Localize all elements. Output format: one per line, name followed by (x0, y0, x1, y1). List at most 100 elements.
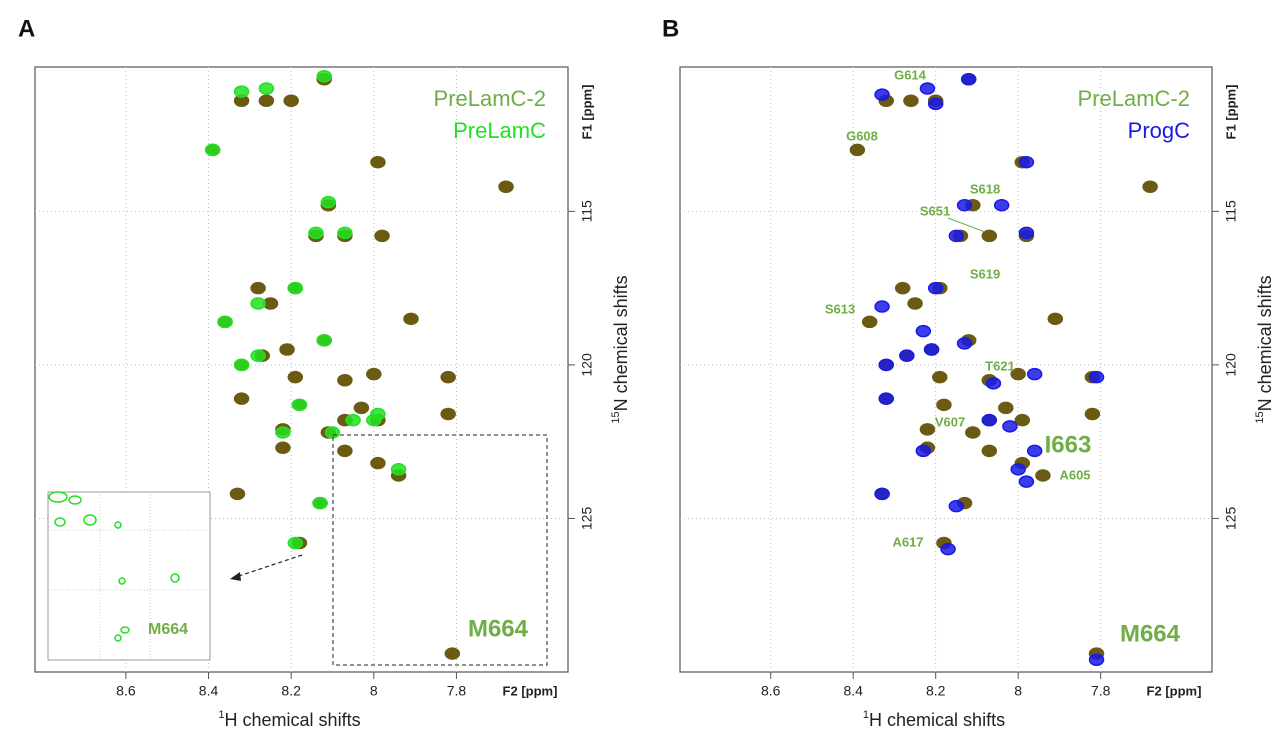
peak (204, 143, 221, 157)
y-tick-label: 115 (579, 200, 595, 223)
peak (403, 312, 419, 326)
peak (1026, 444, 1043, 458)
annotation: V607 (935, 414, 965, 429)
peak (1035, 469, 1051, 482)
x-unit-label: F2 [ppm] (1147, 683, 1202, 698)
peak (250, 349, 266, 362)
annotation: T621 (985, 358, 1015, 373)
peak (337, 226, 353, 240)
peak (250, 281, 266, 295)
x-tick-label: 7.8 (447, 683, 467, 699)
x-axis-title-text: H chemical shifts (869, 710, 1005, 730)
peak (919, 423, 936, 436)
peak (250, 297, 266, 310)
peak (390, 463, 407, 476)
peak (320, 195, 337, 209)
panel-label: B (662, 15, 679, 42)
x-unit-label: F2 [ppm] (503, 683, 558, 698)
peak (936, 398, 952, 412)
annotation: S651 (920, 203, 950, 218)
peak (1010, 463, 1026, 476)
y-axis-title-sup: 15 (1254, 411, 1266, 423)
x-tick-label: 8.6 (116, 683, 136, 699)
annotation: G608 (846, 128, 878, 143)
peak (948, 499, 965, 513)
peak (927, 281, 944, 295)
peak (1018, 475, 1035, 488)
peak (894, 281, 911, 295)
zoom-arrow (235, 554, 303, 578)
y-axis-title-sup: 15 (610, 411, 622, 423)
peak (874, 88, 890, 101)
annotation: A617 (892, 534, 923, 549)
peak (258, 82, 275, 95)
peak (353, 401, 370, 415)
peak (374, 229, 390, 243)
inset-peak (54, 517, 66, 527)
annotation: M664 (468, 615, 529, 642)
x-tick-label: 8 (1014, 683, 1022, 699)
inset-peak (83, 514, 97, 526)
inset-peak (48, 491, 68, 503)
peak (1026, 367, 1043, 381)
peak (312, 496, 328, 510)
peak (878, 358, 894, 372)
peak (907, 297, 923, 310)
y-tick-label: 120 (579, 353, 595, 377)
annotation: S619 (970, 266, 1000, 281)
x-axis-title: 1H chemical shifts (863, 709, 1005, 730)
peak (233, 358, 250, 372)
peak (932, 370, 948, 384)
peak (258, 94, 275, 108)
peak (370, 407, 386, 421)
y-axis-title: 15N chemical shifts (610, 275, 631, 423)
peak (1018, 155, 1035, 169)
peak (283, 94, 299, 108)
zoom-arrowhead (230, 572, 241, 581)
y-unit-label: F1 [ppm] (1223, 85, 1238, 140)
legend-label: PreLamC (453, 118, 546, 143)
inset-peak (120, 626, 130, 634)
peak (927, 97, 944, 111)
peak (287, 281, 304, 295)
peak (316, 334, 332, 347)
peak (956, 198, 973, 212)
inset-label: M664 (148, 621, 188, 638)
x-axis-title-sup: 1 (863, 709, 869, 721)
plot-frame (679, 66, 1213, 673)
peak (1088, 370, 1105, 384)
annotation: S613 (825, 301, 855, 316)
peak (275, 426, 291, 439)
legend-label: PreLamC-2 (1078, 86, 1190, 111)
peak (440, 407, 456, 421)
peak (874, 300, 890, 313)
peak (878, 392, 894, 405)
y-axis-title: 15N chemical shifts (1254, 275, 1275, 423)
peak (345, 413, 361, 427)
peak (981, 413, 998, 427)
peak (316, 69, 332, 83)
peak (233, 392, 250, 405)
peak (903, 94, 919, 108)
peak (956, 337, 973, 350)
peak (915, 444, 932, 458)
peak (1010, 367, 1026, 381)
x-tick-label: 8.6 (761, 683, 781, 699)
peak (861, 315, 878, 329)
peak (948, 229, 965, 243)
peak (940, 542, 956, 556)
annotation: G614 (894, 67, 927, 82)
x-tick-label: 7.8 (1091, 683, 1111, 699)
y-tick-label: 115 (1223, 200, 1239, 223)
x-tick-label: 8.4 (843, 683, 863, 699)
x-tick-label: 8.2 (926, 683, 946, 699)
panel-label: A (18, 15, 35, 42)
peak (1018, 226, 1035, 240)
x-axis-title-sup: 1 (218, 709, 224, 721)
peak (337, 444, 353, 458)
peak (324, 426, 341, 439)
peak (291, 398, 308, 412)
annotation: I663 (1045, 431, 1092, 458)
